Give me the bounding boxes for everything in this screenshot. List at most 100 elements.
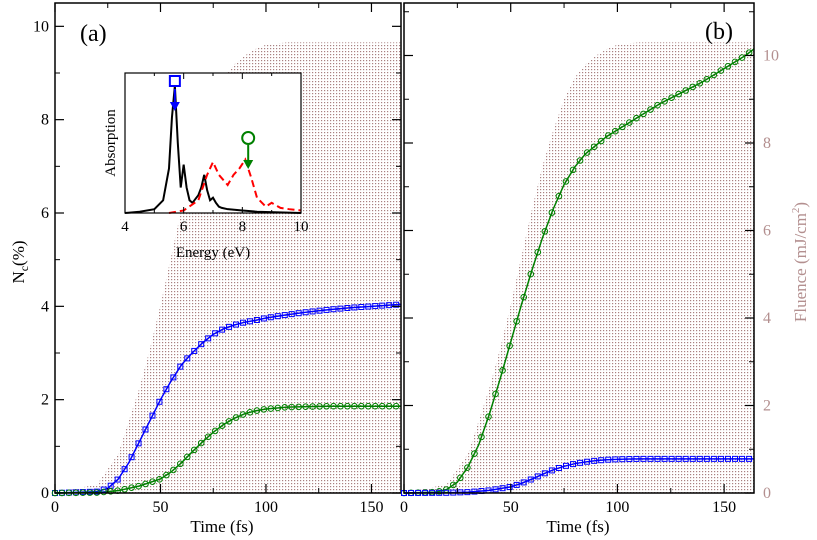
data-point-circle (371, 402, 379, 410)
data-point-circle (576, 157, 584, 164)
data-point-square (358, 304, 365, 311)
data-point-square (647, 455, 654, 462)
data-point-square (253, 317, 260, 324)
data-point-circle (330, 402, 337, 410)
data-point-circle (724, 62, 732, 70)
data-point-circle (204, 433, 212, 441)
data-point-circle (323, 402, 330, 410)
data-point-circle (246, 409, 254, 416)
data-point-square (527, 476, 534, 483)
ylabel-sub: c (17, 266, 31, 271)
data-point-circle (457, 474, 464, 482)
inset-ylabel: Absorption (103, 109, 119, 177)
data-point-square (191, 347, 198, 354)
data-point-square (746, 455, 753, 462)
data-point-square (330, 306, 337, 313)
data-point-circle (661, 98, 668, 105)
data-point-circle (218, 422, 226, 429)
data-point-circle (449, 481, 457, 489)
data-point-square (570, 461, 577, 468)
panel-a: 0 50 100 150 0 2 4 6 8 10 (a) Time (fs) Nc(%) 4 6 8… (9, 2, 402, 536)
data-point-square (135, 440, 142, 447)
data-point-square (386, 302, 393, 309)
panel-a-ticks: 0 50 100 150 0 2 4 6 8 10 (33, 3, 401, 516)
data-point-circle (281, 404, 289, 411)
data-point-circle (232, 414, 240, 421)
data-point-circle (675, 90, 682, 98)
data-point-square (739, 455, 746, 462)
y-right-tick-label: 4 (763, 310, 771, 327)
data-point-circle (385, 402, 393, 410)
data-point-circle (239, 411, 247, 418)
inset-x-tick-label: 4 (121, 219, 129, 235)
data-point-square (177, 363, 184, 370)
data-point-circle (562, 178, 570, 185)
data-point-square (156, 398, 163, 405)
data-point-circle (485, 413, 492, 421)
data-point-circle (626, 119, 633, 126)
data-point-circle (583, 149, 591, 156)
data-point-circle (163, 471, 170, 479)
data-point-circle (190, 446, 198, 454)
panel-b-right-ylabel: Fluence (mJ/cm2) (790, 202, 810, 322)
data-point-square (506, 484, 513, 491)
data-point-circle (619, 123, 626, 131)
data-point-square (295, 310, 302, 317)
data-point-square (288, 311, 295, 318)
data-point-circle (142, 480, 149, 488)
data-point-circle (177, 460, 184, 468)
inset-square-marker (168, 75, 181, 87)
data-point-square (661, 455, 668, 462)
ylabel-main: N (9, 271, 28, 283)
y-right-tick-label: 2 (763, 398, 771, 415)
data-point-square (246, 318, 253, 325)
inset-x-tick-label: 10 (294, 219, 309, 235)
data-point-circle (128, 484, 135, 492)
data-point-circle (183, 453, 191, 461)
data-point-square (675, 455, 682, 462)
data-point-circle (738, 54, 746, 61)
data-point-square (619, 456, 626, 463)
y-right-tick-label: 0 (763, 485, 771, 502)
x-tick-label: 100 (254, 499, 278, 516)
data-point-circle (378, 402, 386, 410)
data-point-circle (633, 114, 640, 122)
data-point-circle (548, 209, 556, 216)
data-point-circle (717, 67, 725, 74)
ylabel-suffix: (%) (9, 240, 28, 265)
data-point-circle (597, 137, 605, 145)
data-point-square (612, 456, 619, 463)
data-point-square (703, 455, 710, 462)
right-ylabel-suffix: ) (791, 202, 810, 208)
data-point-square (372, 303, 379, 310)
data-point-square (170, 374, 177, 381)
data-point-circle (590, 143, 598, 151)
data-point-circle (392, 402, 400, 410)
inset-background (125, 73, 301, 213)
panel-b-ticks: 0 50 100 150 0 2 4 6 8 10 (400, 3, 779, 516)
y-tick-label: 2 (41, 392, 49, 409)
data-point-circle (267, 405, 275, 412)
y-tick-label: 8 (41, 112, 49, 129)
inset-circle-marker (241, 131, 256, 145)
data-point-square (492, 486, 499, 493)
data-point-square (577, 459, 584, 466)
data-point-circle (499, 367, 506, 374)
data-point-square (205, 335, 212, 342)
data-point-circle (492, 390, 499, 398)
x-tick-label: 50 (152, 499, 168, 516)
inset-circle-arrow-head (243, 160, 254, 169)
data-point-circle (689, 83, 697, 91)
data-point-circle (170, 466, 177, 474)
data-point-square (499, 485, 506, 492)
x-tick-label: 0 (400, 499, 408, 516)
data-point-circle (253, 407, 261, 414)
data-point-square (212, 330, 219, 337)
data-point-circle (197, 439, 205, 447)
data-point-square (471, 488, 478, 495)
panel-b: 0 50 100 150 0 2 4 6 8 10 (b) Time (fs) Fluence (… (400, 2, 810, 536)
inset-peak-markers (168, 75, 256, 169)
x-tick-label: 50 (503, 499, 519, 516)
data-point-square (379, 302, 386, 309)
data-point-square (198, 341, 205, 348)
